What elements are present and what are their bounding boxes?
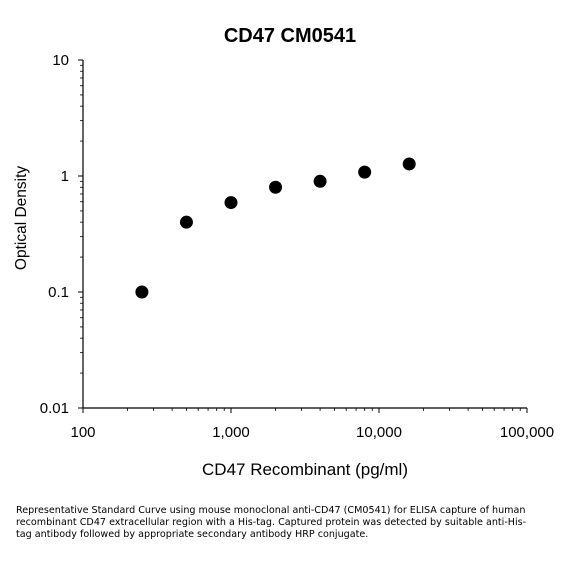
data-point	[179, 215, 193, 229]
y-tick-label: 10	[52, 52, 69, 69]
plot-axes	[82, 60, 527, 409]
data-point	[402, 157, 416, 171]
data-point	[224, 196, 238, 210]
x-tick-label: 100	[70, 424, 95, 441]
data-point	[358, 165, 372, 179]
chart-title: CD47 CM0541	[224, 25, 356, 47]
data-point	[269, 180, 283, 194]
figure-caption: Representative Standard Curve using mous…	[16, 505, 527, 540]
y-tick-label: 1	[61, 168, 69, 185]
x-tick-label: 10,000	[356, 424, 402, 441]
x-tick-label: 1,000	[212, 424, 250, 441]
data-point	[313, 174, 327, 188]
axis-ticks	[78, 59, 528, 413]
standard-curve-chart: CD47 CM0541 0.01 0.1 1 10 100 1,000 10,000 100,…	[13, 25, 554, 479]
y-axis-label: Optical Density	[13, 166, 30, 270]
data-point	[135, 285, 149, 299]
data-points	[135, 157, 416, 299]
y-tick-label: 0.01	[40, 400, 69, 417]
x-tick-label: 100,000	[500, 424, 554, 441]
y-tick-label: 0.1	[48, 284, 69, 301]
axis-tick-labels: 0.01 0.1 1 10 100 1,000 10,000 100,000	[40, 52, 554, 441]
x-axis-label: CD47 Recombinant (pg/ml)	[202, 460, 408, 479]
